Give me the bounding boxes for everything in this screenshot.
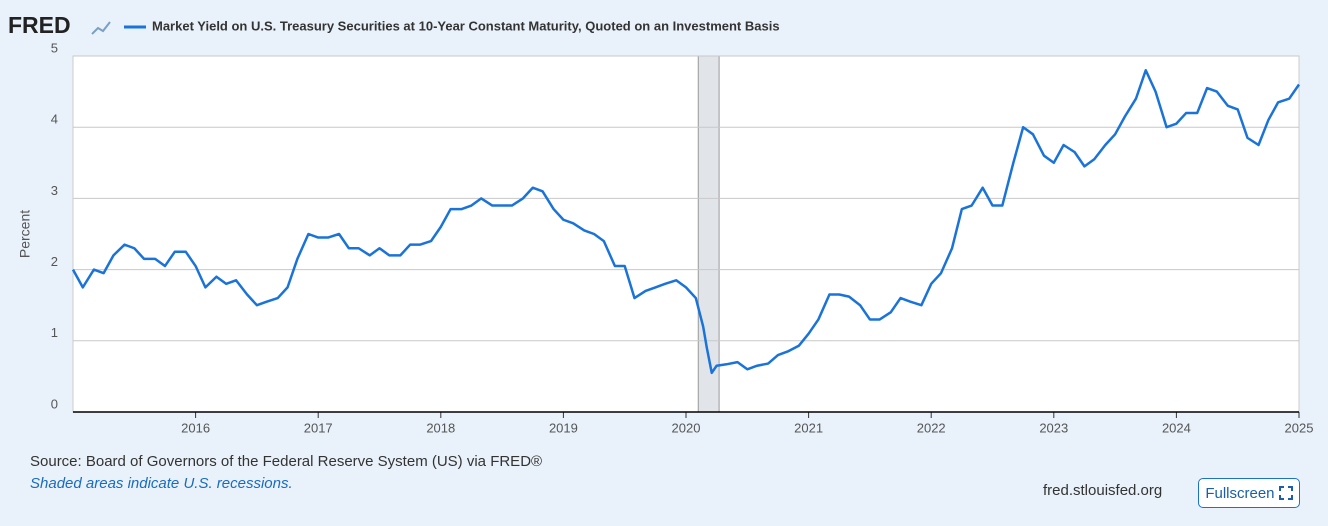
series-line: [71, 68, 1301, 375]
fullscreen-button[interactable]: Fullscreen: [1198, 478, 1300, 508]
x-tick-label: 2020: [672, 420, 701, 435]
url: fred.stlouisfed.org: [1043, 482, 1163, 499]
logo: FRED: [8, 12, 71, 38]
x-tick-label: 2022: [917, 420, 946, 435]
plot-area: [72, 55, 1300, 413]
fullscreen-icon[interactable]: [1278, 486, 1293, 500]
y-tick-label: 1: [51, 325, 58, 340]
button-label[interactable]: Fullscreen: [1205, 484, 1275, 502]
x-tick-label: 2021: [794, 420, 823, 435]
x-tick-label: 2018: [426, 420, 455, 435]
x-tick-label: 2024: [1162, 420, 1191, 435]
chart-title: Market Yield on U.S. Treasury Securities…: [152, 18, 780, 33]
note: Shaded areas indicate U.S. recessions.: [30, 475, 293, 492]
y-axis-label: Percent: [17, 210, 33, 258]
x-tick-label: 2019: [549, 420, 578, 435]
y-tick-label: 4: [51, 112, 58, 127]
x-tick-label: 2017: [304, 420, 333, 435]
x-tick-label: 2023: [1039, 420, 1068, 435]
source: Source: Board of Governors of the Federa…: [30, 453, 543, 470]
y-tick-label: 3: [51, 183, 58, 198]
y-tick-label: 2: [51, 254, 58, 269]
x-tick-label: 2016: [181, 420, 210, 435]
y-tick-label: 0: [51, 396, 58, 411]
logo-icon: [91, 21, 111, 35]
x-tick-label: 2025: [1285, 420, 1314, 435]
y-tick-label: 5: [51, 40, 58, 55]
